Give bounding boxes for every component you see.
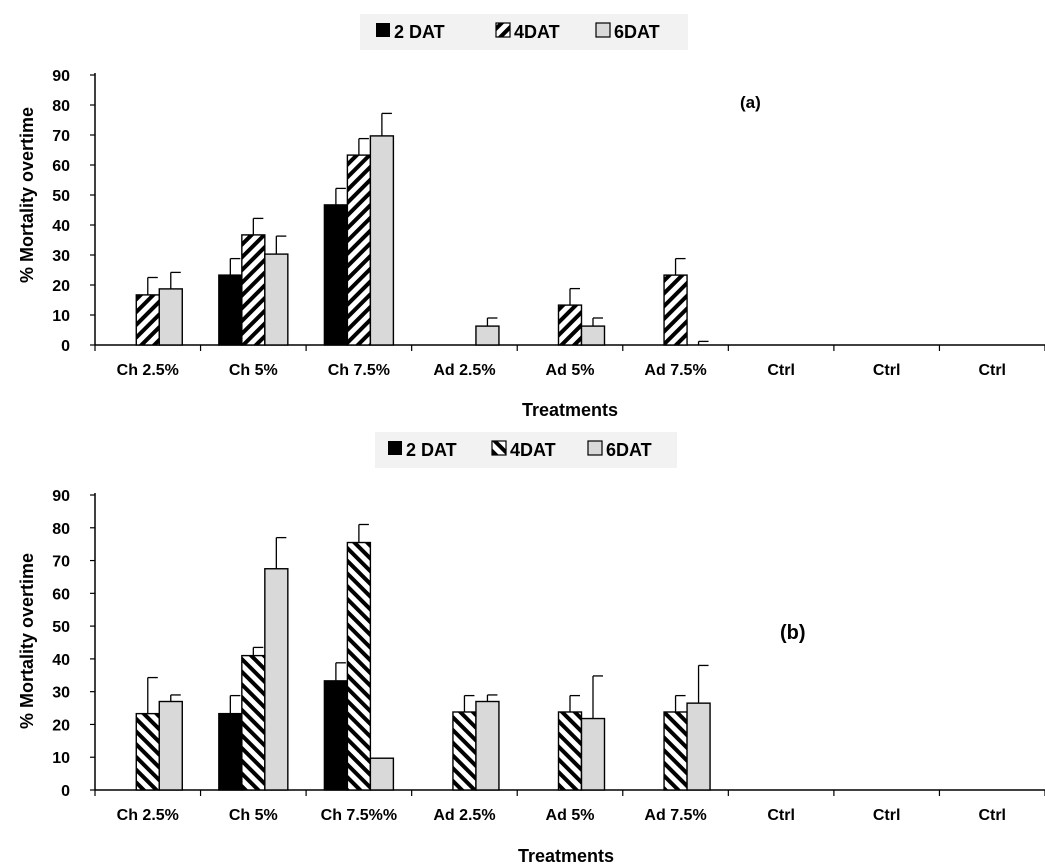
bar-4dat [663,274,688,346]
bar-4dat [241,234,266,346]
chart-panel-b: 2 DAT 4DAT 6DAT (b) % Mortality overtime… [17,432,1045,866]
bar-4dat [346,154,372,346]
y-tick-label: 50 [52,619,70,636]
x-tick-label: Ctrl [978,807,1006,824]
bar-6dat [369,135,395,346]
x-tick-label: Ad 7.5% [644,807,706,824]
legend-b: 2 DAT 4DAT 6DAT [375,432,677,468]
legend-label-2dat: 2 DAT [406,440,457,460]
legend-label-4dat: 4DAT [514,22,560,42]
x-tick-label: Ctrl [873,362,901,379]
bar-6dat [580,717,606,791]
x-tick-label: Ad 2.5% [433,807,495,824]
legend-label-6dat: 6DAT [614,22,660,42]
y-tick-label: 10 [52,750,70,767]
x-tick-label: Ch 2.5% [117,362,179,379]
bar-2dat [218,712,243,791]
x-tick-label: Ctrl [767,362,795,379]
plot-area-a: 0 10 20 30 40 50 60 70 80 90 Ch 2.5% Ch 5% Ch 7.5% Ad… [52,68,1045,379]
bar-6dat [264,568,289,791]
bar-6dat [369,757,395,791]
bar-2dat [323,680,349,791]
legend-background [360,14,688,50]
bar-4dat [557,711,583,791]
bar-4dat [557,304,583,346]
legend-label-6dat: 6DAT [606,440,652,460]
legend-swatch-4dat [495,22,511,38]
bar-4dat [346,541,372,791]
legend-swatch-6dat [595,22,611,38]
x-tick-label: Ch 5% [229,362,278,379]
bar-4dat [135,294,160,346]
y-tick-label: 20 [52,717,70,734]
x-tick-label: Ch 7.5% [328,362,390,379]
bar-6dat [158,288,183,346]
y-tick-label: 0 [61,783,70,800]
y-tick-label: 90 [52,68,70,85]
y-axis-label-b: % Mortality overtime [17,553,37,729]
y-tick-label: 60 [52,158,70,175]
panel-label-b: (b) [780,622,806,644]
y-tick-label: 30 [52,685,70,702]
y-tick-label: 40 [52,652,70,669]
x-tick-label: Ch 7.5%% [321,807,397,824]
bar-6dat [158,700,183,791]
bar-6dat [264,253,289,346]
legend-label-2dat: 2 DAT [394,22,445,42]
bar-6dat [475,325,500,346]
x-axis-label-b: Treatments [518,846,614,866]
legend-background [375,432,677,468]
bar-6dat [686,702,711,791]
y-tick-label: 60 [52,586,70,603]
x-tick-label: Ctrl [978,362,1006,379]
legend-swatch-2dat [388,441,402,455]
x-tick-label: Ch 5% [229,807,278,824]
bar-4dat [135,712,160,791]
legend-swatch-2dat [376,23,390,37]
x-tick-label: Ch 2.5% [117,807,179,824]
x-tick-label: Ctrl [873,807,901,824]
bar-4dat [452,711,477,791]
y-tick-label: 50 [52,188,70,205]
y-tick-label: 20 [52,278,70,295]
y-tick-label: 40 [52,218,70,235]
bar-4dat [663,711,688,791]
y-tick-label: 90 [52,488,70,505]
plot-area-b: 0 10 20 30 40 50 60 70 80 90 Ch 2.5% Ch 5% Ch 7.5%% A… [52,488,1045,824]
legend-a: 2 DAT 4DAT 6DAT [360,14,688,50]
legend-swatch-4dat [491,440,507,456]
y-tick-label: 80 [52,98,70,115]
y-tick-label: 80 [52,521,70,538]
bar-6dat [475,700,500,791]
y-tick-label: 30 [52,248,70,265]
y-tick-label: 70 [52,554,70,571]
legend-swatch-6dat [587,440,603,456]
y-axis-label-a: % Mortality overtime [17,107,37,283]
x-tick-label: Ad 2.5% [433,362,495,379]
bar-2dat [218,274,243,346]
chart-panel-a: 2 DAT 4DAT 6DAT (a) % Mortality overtime… [17,14,1045,420]
bar-4dat [241,654,266,791]
x-tick-label: Ad 7.5% [644,362,706,379]
x-tick-label: Ctrl [767,807,795,824]
bar-6dat [580,325,606,346]
y-tick-label: 0 [61,338,70,355]
bar-2dat [323,204,349,346]
x-tick-label: Ad 5% [546,807,595,824]
x-tick-label: Ad 5% [546,362,595,379]
y-tick-label: 10 [52,308,70,325]
x-axis-label-a: Treatments [522,400,618,420]
y-tick-label: 70 [52,128,70,145]
legend-label-4dat: 4DAT [510,440,556,460]
panel-label-a: (a) [740,93,761,112]
